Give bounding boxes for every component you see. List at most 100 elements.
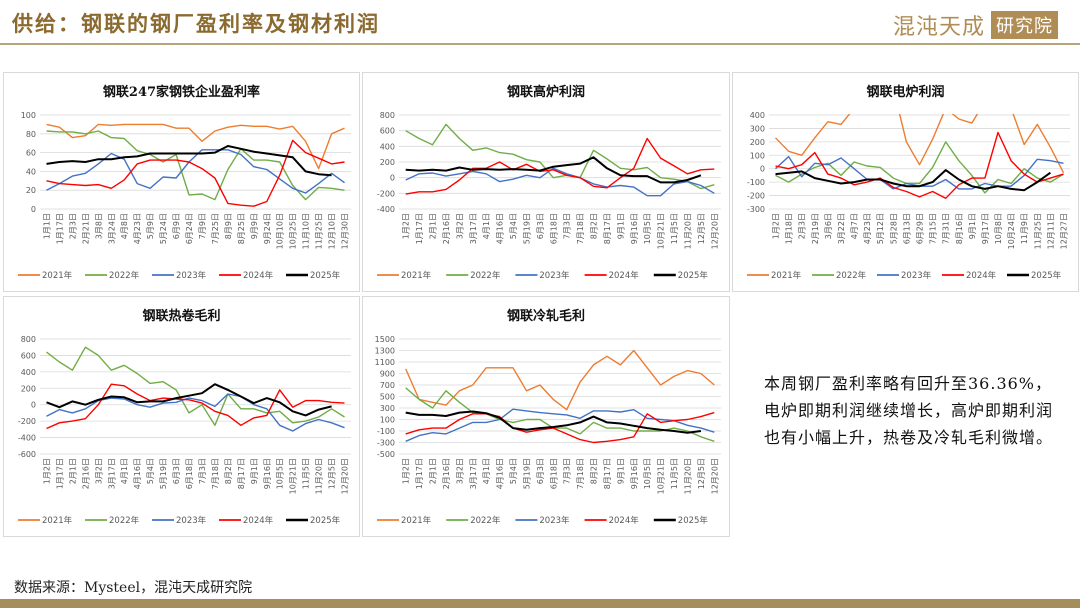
- x-tick-label: 10月10日: [276, 213, 285, 249]
- series-line-2021: [774, 114, 1065, 174]
- x-tick-label: 4月1日: [120, 458, 129, 484]
- x-tick-label: 3月22日: [837, 213, 846, 244]
- x-tick-label: 9月16日: [630, 458, 639, 489]
- series-line-2024: [405, 137, 715, 195]
- series-group: [46, 346, 345, 432]
- x-tick-label: 8月17日: [237, 458, 246, 489]
- x-tick-label: 9月1日: [616, 458, 625, 484]
- x-tick-label: 5月19日: [159, 458, 168, 489]
- y-tick-label: 500: [380, 393, 395, 402]
- x-tick-label: 11月25日: [1033, 213, 1042, 249]
- y-tick-label: -600: [18, 450, 36, 459]
- y-tick-label: 400: [21, 368, 36, 377]
- x-tick-label: 3月2日: [94, 458, 103, 484]
- series-group: [46, 123, 345, 207]
- series-group: [405, 123, 715, 197]
- x-tick-label: 7月3日: [563, 213, 572, 239]
- series-line-2021: [46, 123, 345, 170]
- x-tick-label: 4月1日: [482, 458, 491, 484]
- x-tick-label: 10月21日: [289, 458, 298, 494]
- chart-title: 钢联电炉利润: [866, 85, 945, 100]
- legend-label: 2022年: [109, 270, 140, 281]
- x-tick-label: 7月31日: [942, 213, 951, 244]
- legend-label: 2025年: [310, 515, 341, 526]
- x-tick-label: 3月8日: [94, 213, 103, 239]
- x-tick-label: 5月4日: [509, 213, 518, 239]
- x-tick-label: 11月5日: [670, 213, 679, 244]
- x-tick-label: 5月19日: [522, 458, 531, 489]
- chart-hot-rolled: 钢联热卷毛利 -600 -400 -200 0 200 400 600 800 1月2日 1月17…: [3, 296, 360, 537]
- x-tick-label: 6月3日: [536, 458, 545, 484]
- legend-label: 2024年: [243, 270, 274, 281]
- x-tick-label: 8月17日: [603, 458, 612, 489]
- x-tick-label: 3月2日: [455, 213, 464, 239]
- x-tick-label: 4月23日: [863, 213, 872, 244]
- x-tick-label: 9月24日: [263, 213, 272, 244]
- x-tick-label: 8月2日: [224, 458, 233, 484]
- series-line-2023: [405, 167, 715, 197]
- x-tick-label: 5月9日: [146, 213, 155, 239]
- x-tick-label: 11月20日: [683, 458, 692, 494]
- series-line-2023: [46, 393, 345, 432]
- y-tick-label: 1500: [375, 335, 395, 344]
- series-line-2024: [46, 383, 345, 430]
- x-tick-label: 2月3日: [798, 213, 807, 239]
- legend-label: 2023年: [539, 515, 570, 526]
- series-line-2024: [775, 131, 1064, 199]
- legend-label: 2022年: [836, 270, 867, 281]
- company-logo: 混沌天成 研究院: [893, 9, 1058, 41]
- series-group: [405, 349, 715, 444]
- x-tick-label: 4月16日: [496, 213, 505, 244]
- x-tick-label: 12月5日: [697, 458, 706, 489]
- x-tick-label: 1月17日: [55, 458, 64, 489]
- chart-svg: 0 20 40 60 80 100 1月1日 1月17日 2月3日 2月21日 3月8日 3月24日 4…: [18, 111, 351, 281]
- chart-svg: -500 -300 -100 100 300 500 700 900 1100 1300 1500 1…: [375, 335, 721, 526]
- series-line-2025: [405, 156, 702, 184]
- chart-electric-furnace: 钢联电炉利润 -300 -200 -100 0 100 200 300 400 1月2日 1月18…: [732, 72, 1079, 292]
- x-tick-label: 3月17日: [469, 458, 478, 489]
- x-tick-label: 2月21日: [81, 213, 90, 244]
- x-tick-label: 9月16日: [630, 213, 639, 244]
- x-tick-label: 10月5日: [276, 458, 285, 489]
- legend-label: 2021年: [42, 515, 73, 526]
- x-tick-label: 5月24日: [159, 213, 168, 244]
- y-tick-label: 80: [26, 130, 36, 139]
- legend-label: 2021年: [401, 515, 432, 526]
- x-tick-label: 10月5日: [643, 458, 652, 489]
- page-title: 供给：钢联的钢厂盈利率及钢材利润: [12, 11, 380, 36]
- x-tick-label: 1月1日: [42, 213, 51, 239]
- x-tick-label: 6月18日: [185, 458, 194, 489]
- x-tick-label: 11月20日: [315, 458, 324, 494]
- x-tick-label: 8月17日: [603, 213, 612, 244]
- chart-svg: -400 -200 0 200 400 600 800 1月2日 1月17日 2月1日 2月16日 3…: [377, 111, 721, 281]
- legend-label: 2021年: [771, 270, 802, 281]
- x-tick-label: 6月18日: [549, 213, 558, 244]
- x-tick-label: 9月1日: [250, 458, 259, 484]
- x-tick-label: 12月30日: [341, 213, 350, 249]
- x-tick-label: 6月3日: [536, 213, 545, 239]
- x-tick-label: 4月23日: [133, 213, 142, 244]
- y-tick-label: 0: [31, 205, 36, 214]
- x-tick-label: 11月25日: [315, 213, 324, 249]
- x-tick-label: 6月13日: [902, 213, 911, 244]
- legend-label: 2024年: [243, 515, 274, 526]
- series-line-2025: [46, 145, 332, 177]
- y-tick-label: 600: [380, 127, 395, 136]
- y-tick-label: 700: [380, 381, 395, 390]
- x-tick-label: 2月1日: [429, 458, 438, 484]
- x-tick-label: 2月1日: [68, 458, 77, 484]
- x-tick-label: 3月17日: [469, 213, 478, 244]
- legend-label: 2023年: [539, 270, 570, 281]
- x-tick-label: 5月4日: [509, 458, 518, 484]
- legend-label: 2021年: [42, 270, 73, 281]
- x-tick-label: 1月17日: [415, 213, 424, 244]
- x-tick-label: 5月28日: [889, 213, 898, 244]
- legend-label: 2024年: [966, 270, 997, 281]
- x-tick-label: 12月5日: [697, 213, 706, 244]
- x-tick-label: 11月5日: [302, 458, 311, 489]
- chart-profit-rate: 钢联247家钢铁企业盈利率 0 20 40 60 80 100 1月1日 1月17日 2月3日 2…: [3, 72, 360, 292]
- x-tick-label: 4月1日: [482, 213, 491, 239]
- y-tick-label: -500: [377, 450, 395, 459]
- x-tick-label: 2月16日: [442, 213, 451, 244]
- y-tick-label: 400: [750, 111, 765, 120]
